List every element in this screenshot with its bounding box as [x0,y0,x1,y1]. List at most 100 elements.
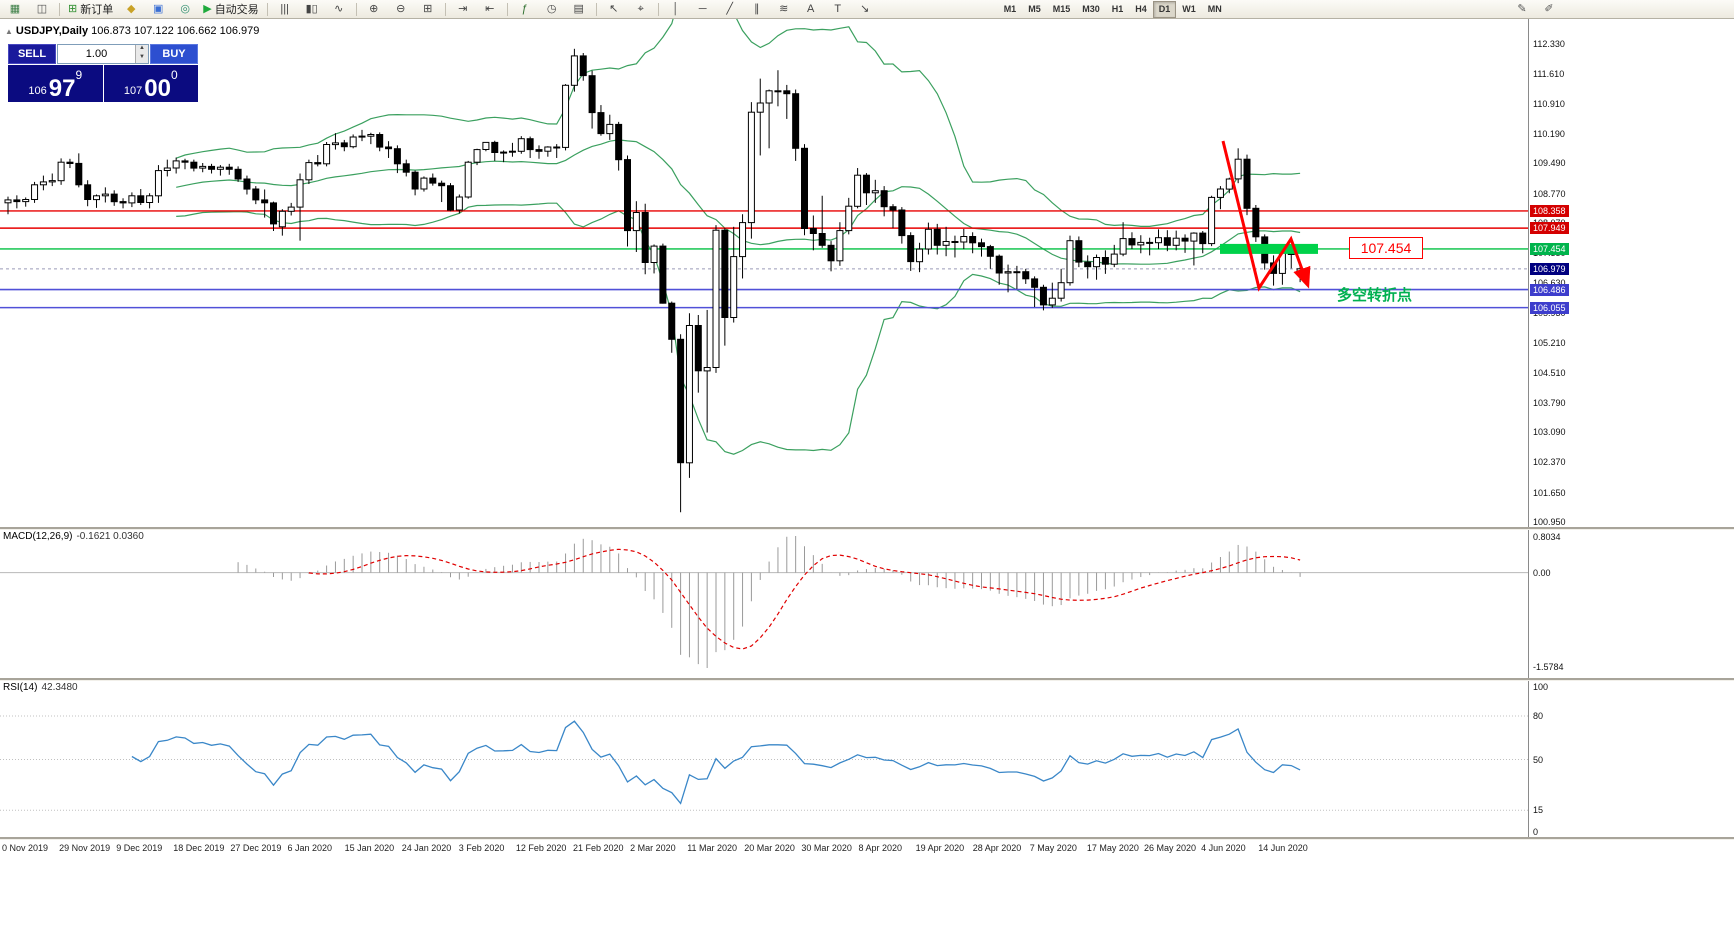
volume-up-icon[interactable]: ▲ [136,45,148,54]
price-badge: 107.454 [1530,242,1569,255]
rsi-panel[interactable] [0,681,1528,838]
periods-icon: ◷ [546,2,557,15]
text-label-icon: T [834,2,842,15]
profiles-button[interactable]: ◫ [29,0,55,18]
time-axis-label: 26 May 2020 [1144,843,1197,853]
rsi-panel-separator[interactable] [0,678,1734,681]
auto-scroll-button[interactable]: ⇥ [450,0,476,18]
time-axis-label: 14 Jun 2020 [1258,843,1308,853]
time-axis-separator [0,837,1734,840]
sell-button[interactable]: SELL [8,44,56,64]
time-axis-label: 27 Dec 2019 [230,843,282,853]
time-axis[interactable]: 0 Nov 2019 29 Nov 2019 9 Dec 2019 18 Dec 20… [0,839,1734,858]
arrows-button[interactable]: ↘ [852,0,878,18]
time-axis-label: 2 Mar 2020 [630,843,676,853]
zoom-out-button[interactable]: ⊖ [388,0,414,18]
new-chart-button[interactable]: ▦ [2,0,28,18]
macd-panel[interactable] [0,530,1528,678]
main-price-chart[interactable] [0,19,1528,527]
data-window-button[interactable]: ▣ [145,0,171,18]
turning-point-annotation[interactable]: 多空转折点 [1337,287,1413,304]
price-axis-label: 103.090 [1533,427,1566,438]
market-watch-icon: ◆ [126,2,136,15]
candlestick-chart-button[interactable]: ▮▯ [299,0,325,18]
timeframe-w1-button[interactable]: W1 [1182,4,1196,14]
buy-price-figure: 107 [123,85,143,97]
tile-windows-icon: ⊞ [423,2,433,15]
time-axis-label: 21 Feb 2020 [573,843,624,853]
price-axis-label: 109.490 [1533,158,1566,169]
indicators-button[interactable]: ƒ [512,0,538,18]
arrows-icon: ↘ [860,2,870,15]
buy-button[interactable]: BUY [150,44,198,64]
sell-price-cell[interactable]: 106 97 9 [8,65,103,102]
autotrading-button[interactable]: ▶ 自动交易 [199,0,262,18]
vertical-line-button[interactable]: │ [663,0,689,18]
trendline-icon: ╱ [726,2,733,15]
buy-price-cell[interactable]: 107 00 0 [103,65,198,102]
templates-button[interactable]: ▤ [566,0,592,18]
draw-button[interactable]: ✎ [1509,0,1535,18]
rsi-name: RSI(14) [3,682,38,693]
toolbar-separator [595,2,597,16]
fibonacci-button[interactable]: ≋ [771,0,797,18]
timeframe-h1-button[interactable]: H1 [1111,4,1124,14]
equidistant-channel-button[interactable]: ∥ [744,0,770,18]
timeframe-m5-button[interactable]: M5 [1028,4,1041,14]
periods-button[interactable]: ◷ [539,0,565,18]
rsi-axis-label: 0 [1533,827,1539,837]
timeframe-mn-button[interactable]: MN [1207,4,1222,14]
text-label-button[interactable]: T [825,0,851,18]
zoom-in-button[interactable]: ⊕ [361,0,387,18]
rsi-axis-label: 100 [1533,682,1549,692]
navigator-icon: ◎ [180,2,191,15]
new-order-label: 新订单 [80,4,114,16]
sell-price-figure: 106 [28,85,47,97]
trendline-button[interactable]: ╱ [717,0,743,18]
time-axis-label: 11 Mar 2020 [687,843,738,853]
macd-values: -0.1621 0.0360 [76,531,144,542]
new-order-button[interactable]: ⊞ 新订单 [64,0,117,18]
rsi-axis-label: 15 [1533,805,1544,816]
market-watch-button[interactable]: ◆ [118,0,144,18]
chart-annotations[interactable] [1220,140,1318,292]
toolbar-separator [444,2,446,16]
edit-button[interactable]: ✐ [1536,0,1562,18]
time-axis-label: 30 Mar 2020 [801,843,852,853]
fibonacci-icon: ≋ [779,2,789,15]
horizontal-line-button[interactable]: ─ [690,0,716,18]
time-axis-label: 9 Dec 2019 [116,843,163,853]
volume-down-icon[interactable]: ▼ [136,54,148,63]
toolbar-separator [506,2,508,16]
tile-windows-button[interactable]: ⊞ [415,0,441,18]
bar-chart-button[interactable]: ||| [272,0,298,18]
macd-panel-separator[interactable] [0,527,1734,530]
volume-spinner: ▲ ▼ [135,45,148,63]
time-axis-label: 18 Dec 2019 [173,843,225,853]
toolbar-separator [657,2,659,16]
price-label-annotation[interactable]: 107.454 [1349,237,1423,259]
price-axis[interactable]: 112.330 111.610 110.910 110.190 109.490 108.7… [1528,19,1734,839]
chart-title: ▲ USDJPY,Daily 106.873 107.122 106.662 10… [5,25,259,37]
line-chart-button[interactable]: ∿ [326,0,352,18]
timeframe-d1-button[interactable]: D1 [1152,0,1177,18]
templates-icon: ▤ [573,2,584,15]
one-click-toggle-icon[interactable]: ▲ [5,27,13,36]
timeframe-m15-button[interactable]: M15 [1052,4,1071,14]
timeframe-h4-button[interactable]: H4 [1135,4,1147,14]
chart-shift-button[interactable]: ⇤ [477,0,503,18]
cursor-button[interactable]: ↖ [601,0,627,18]
text-button[interactable]: A [798,0,824,18]
price-axis-label: 106.630 [1533,278,1566,288]
price-axis-label: 111.610 [1533,69,1565,80]
macd-label: MACD(12,26,9) -0.1621 0.0360 [3,531,144,542]
navigator-button[interactable]: ◎ [172,0,198,18]
timeframe-m30-button[interactable]: M30 [1082,4,1100,14]
toolbar-separator [355,2,357,16]
timeframe-m1-button[interactable]: M1 [1003,4,1017,14]
volume-input[interactable] [58,45,135,63]
crosshair-button[interactable]: ⌖ [628,0,654,18]
time-axis-label: 24 Jan 2020 [401,843,452,853]
zoom-out-icon: ⊖ [396,2,406,15]
profiles-icon: ◫ [36,2,48,15]
